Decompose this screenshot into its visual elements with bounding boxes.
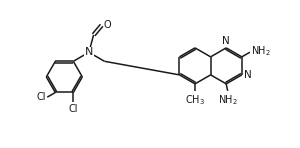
- Text: CH$_3$: CH$_3$: [185, 93, 205, 107]
- Text: Cl: Cl: [69, 104, 78, 114]
- Text: Cl: Cl: [37, 92, 46, 102]
- Text: N: N: [222, 36, 230, 46]
- Text: N: N: [244, 70, 252, 80]
- Text: NH$_2$: NH$_2$: [218, 93, 238, 107]
- Text: O: O: [103, 20, 111, 30]
- Text: N: N: [85, 47, 93, 57]
- Text: NH$_2$: NH$_2$: [251, 44, 271, 58]
